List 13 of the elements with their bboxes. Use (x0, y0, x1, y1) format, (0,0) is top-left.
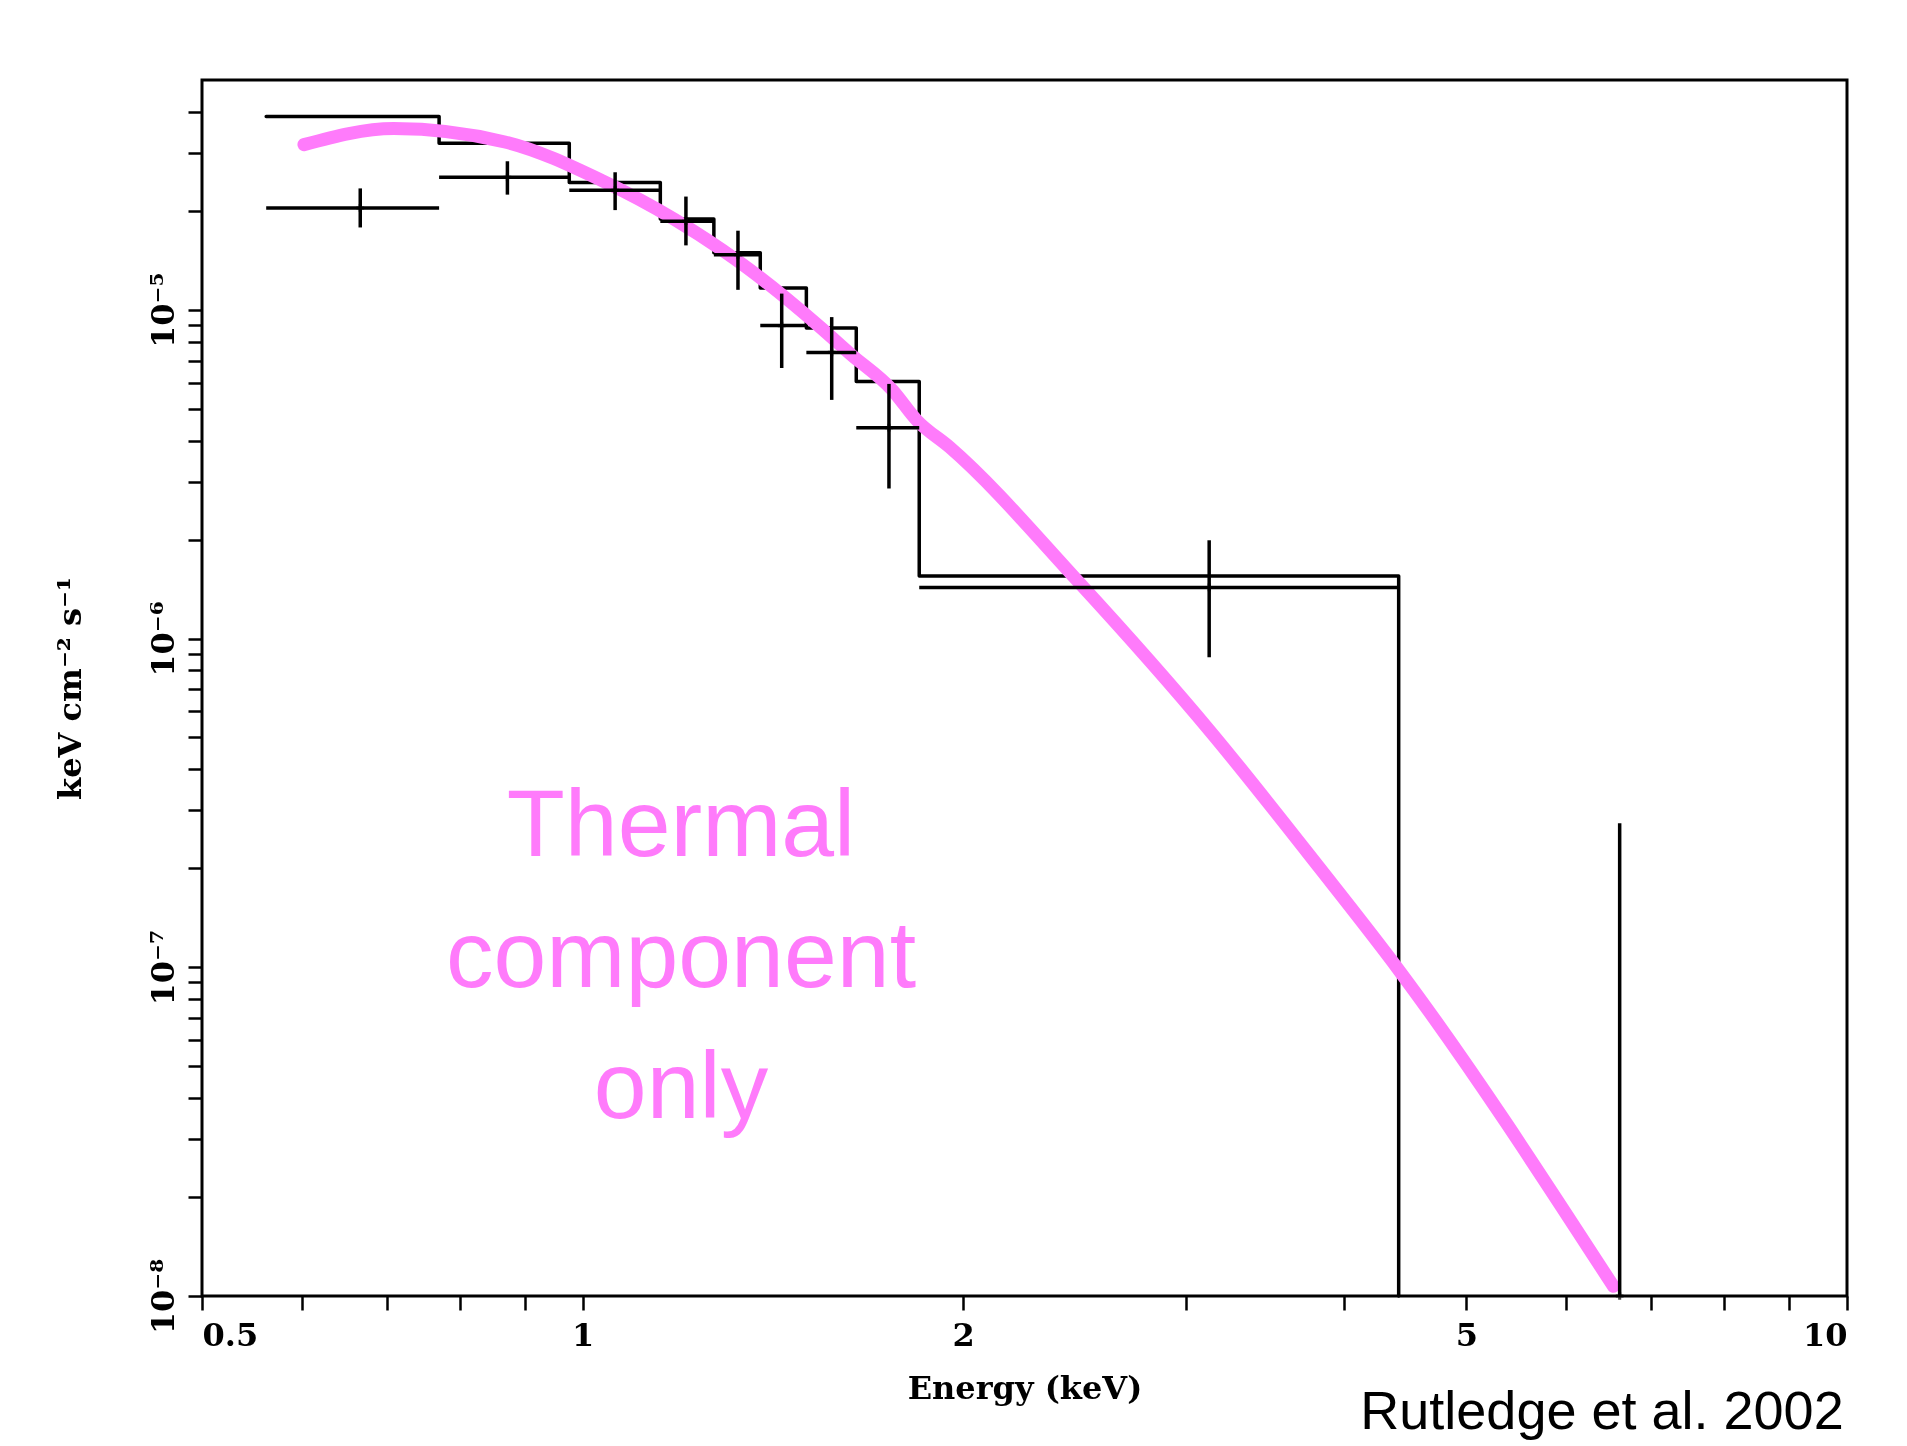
y-tick-label: 10⁻⁷ (143, 930, 182, 1006)
x-axis-title: Energy (keV) (907, 1368, 1143, 1407)
y-tick-label: 10⁻⁸ (143, 1258, 182, 1335)
x-tick-label: 10 (1802, 1315, 1848, 1354)
annotation: Thermal component only (445, 770, 917, 1138)
x-tick-label: 0.5 (202, 1315, 259, 1354)
text: Rutledge et al. 2002 (1360, 1380, 1844, 1440)
y-axis-title: keV cm⁻² s⁻¹ (50, 577, 89, 800)
x-tick-label: 2 (952, 1315, 975, 1354)
x-tick-label: 1 (571, 1315, 595, 1354)
x-tick-label: 5 (1455, 1315, 1479, 1354)
y-tick-label: 10⁻⁵ (143, 272, 182, 348)
y-tick-label: 10⁻⁶ (143, 601, 182, 677)
